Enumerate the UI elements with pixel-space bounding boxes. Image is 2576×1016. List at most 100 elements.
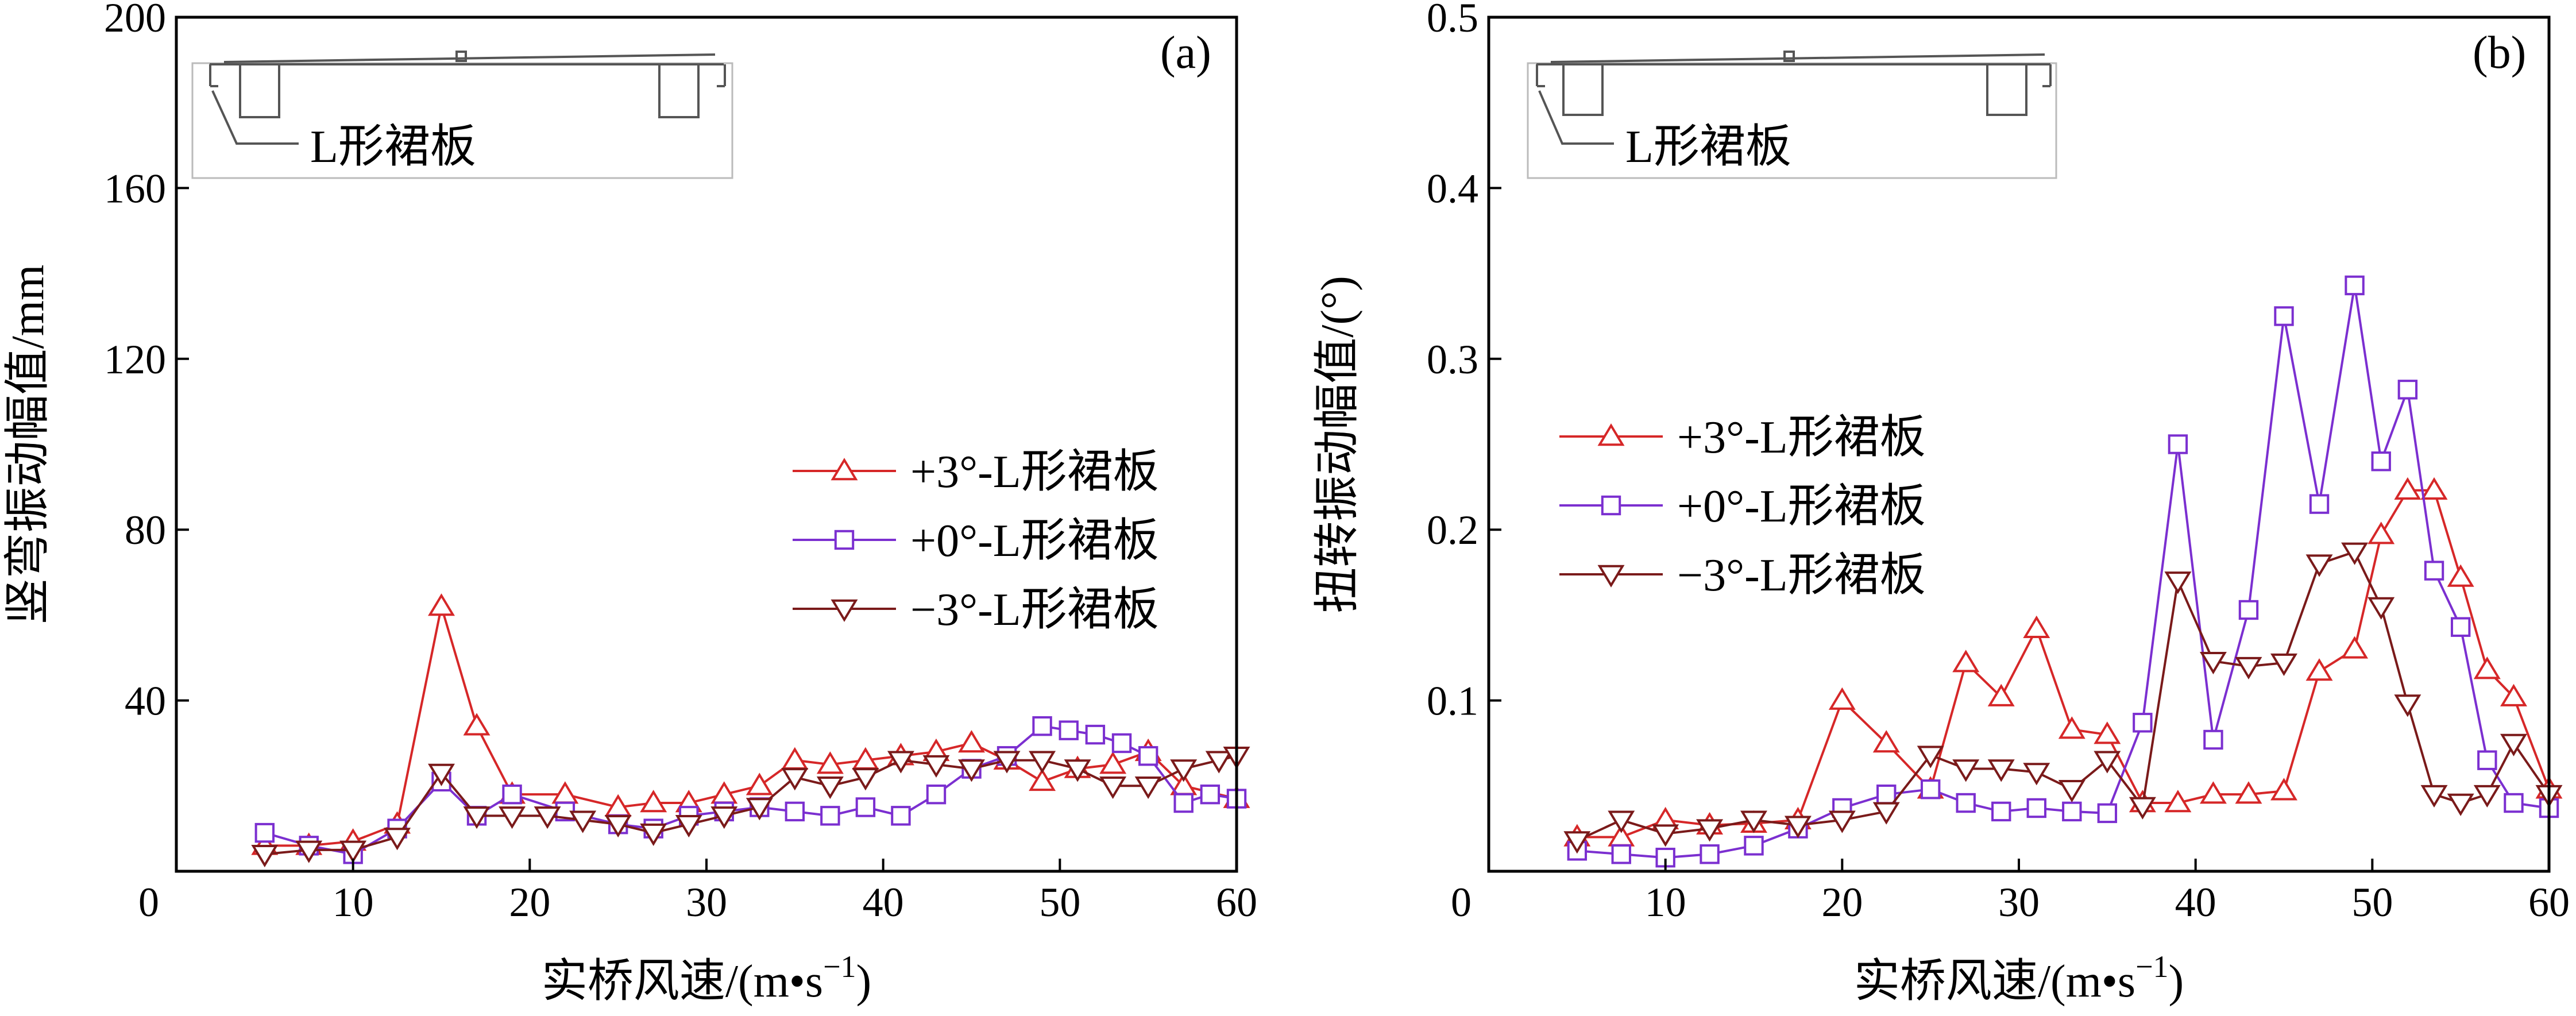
data-point [2164, 571, 2192, 594]
data-point [2058, 779, 2085, 803]
y-axis-label: 扭转振动幅值/(°) [1312, 276, 1363, 613]
data-point [887, 751, 914, 774]
data-point [1099, 777, 1127, 799]
data-point [1917, 745, 1944, 768]
y-tick-label: 200 [104, 0, 166, 41]
data-point [551, 781, 579, 804]
data-point [1111, 733, 1132, 754]
data-point [1134, 777, 1162, 799]
series-1 [1563, 477, 2563, 847]
data-point [2199, 781, 2227, 804]
data-point [2026, 798, 2046, 818]
data-point [2368, 597, 2395, 620]
data-point [604, 814, 632, 838]
data-point [1099, 751, 1127, 774]
bridge-cross-section-inset: L形裙板 [1527, 51, 2057, 179]
legend-item: −3°-L形裙板 [1559, 550, 1926, 601]
data-point [2341, 636, 2369, 659]
origin-tick-label: 0 [138, 879, 159, 925]
data-point [2274, 306, 2294, 326]
y-tick-label: 0.4 [1427, 165, 1478, 211]
legend-marker [834, 530, 855, 550]
data-point [2473, 656, 2501, 679]
data-point [993, 751, 1021, 774]
data-point [2500, 683, 2527, 706]
data-point [2420, 477, 2448, 500]
data-point [2270, 653, 2297, 677]
y-tick-label: 0.3 [1427, 337, 1478, 383]
legend-item: −3°-L形裙板 [793, 585, 1159, 635]
legend-label: −3°-L形裙板 [910, 585, 1159, 635]
data-point [2097, 803, 2118, 824]
data-point [1956, 793, 1976, 813]
data-point [746, 798, 773, 821]
legend-item: +3°-L形裙板 [1559, 412, 1926, 463]
data-point [1029, 768, 1056, 791]
data-point [1064, 759, 1091, 782]
data-point [2023, 763, 2050, 786]
data-point [926, 784, 947, 805]
inset-label: L形裙板 [1625, 122, 1791, 172]
data-point [710, 806, 738, 829]
data-point [1032, 716, 1052, 736]
bridge-cross-section-inset: L形裙板 [191, 51, 733, 179]
data-point [463, 806, 491, 829]
data-point [2168, 434, 2188, 454]
data-point [2270, 778, 2297, 801]
data-point [1744, 836, 1764, 856]
x-tick-label: 40 [2175, 879, 2216, 925]
data-point [2420, 785, 2448, 808]
data-point [785, 801, 805, 822]
legend: +3°-L形裙板 +0°-L形裙板 −3°-L形裙板 [793, 447, 1159, 635]
y-tick-label: 80 [125, 507, 166, 553]
data-point [2394, 694, 2421, 717]
y-tick-label: 0.1 [1427, 678, 1478, 724]
data-point [2199, 651, 2227, 675]
data-point [1059, 720, 1079, 740]
x-tick-label: 60 [2528, 879, 2570, 925]
data-point [1872, 730, 1900, 753]
data-point [1696, 819, 1724, 842]
data-point [1611, 844, 1631, 864]
data-point [2133, 713, 2153, 733]
series-line [264, 725, 1237, 856]
origin-tick-label: 0 [1451, 879, 1472, 925]
legend-label: +3°-L形裙板 [910, 447, 1159, 497]
x-axis-label: 实桥风速/(m•s−1) [1854, 949, 2184, 1007]
data-point [2447, 564, 2474, 587]
data-point [2094, 751, 2121, 774]
data-point [2129, 797, 2156, 820]
data-point [1784, 816, 1812, 839]
panel-label: (b) [2473, 28, 2526, 78]
data-point [2397, 380, 2418, 400]
data-point [1952, 650, 1980, 673]
data-point [2235, 656, 2262, 680]
data-point [820, 806, 840, 826]
data-point [2368, 521, 2395, 544]
x-tick-label: 10 [1645, 879, 1686, 925]
data-point [339, 840, 367, 863]
panel-a: L形裙板 10 20 30 40 50 60 0 40 80 120 160 200 (a) +3°-… [3, 0, 1257, 1007]
data-point [816, 777, 844, 799]
legend: +3°-L形裙板 +0°-L形裙板 −3°-L形裙板 [1559, 412, 1926, 601]
data-point [1138, 746, 1158, 766]
legend-label: −3°-L形裙板 [1677, 550, 1926, 601]
data-point [2500, 733, 2527, 756]
data-point [1872, 802, 1900, 825]
series-line [1576, 550, 2550, 842]
data-point [569, 810, 597, 833]
data-point [2023, 615, 2050, 638]
data-point [1987, 759, 2015, 782]
data-point [781, 768, 809, 791]
legend-item: +0°-L形裙板 [1559, 481, 1926, 532]
x-axis-label: 实桥风速/(m•s−1) [542, 949, 871, 1007]
data-point [1987, 683, 2015, 706]
data-point [2235, 781, 2262, 804]
data-point [958, 730, 985, 753]
legend-label: +3°-L形裙板 [1677, 412, 1926, 463]
data-point [1205, 751, 1233, 774]
data-point [1920, 779, 1941, 799]
data-point [2345, 275, 2365, 296]
y-axis-label: 竖弯振动幅值/mm [3, 265, 53, 625]
data-point [499, 806, 526, 829]
